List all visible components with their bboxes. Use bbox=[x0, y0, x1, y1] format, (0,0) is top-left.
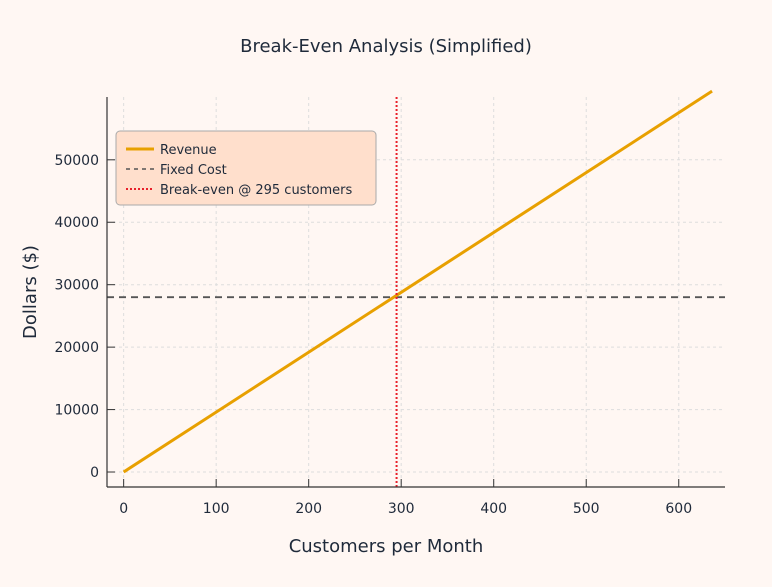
y-axis-label: Dollars ($) bbox=[20, 245, 41, 339]
x-tick-label: 500 bbox=[573, 501, 600, 517]
revenue-line bbox=[122, 89, 713, 474]
x-tick-label: 300 bbox=[388, 501, 415, 517]
x-tick-label: 600 bbox=[665, 501, 692, 517]
legend-box bbox=[115, 130, 377, 206]
y-tick-label: 40000 bbox=[54, 215, 99, 231]
x-tick-label: 100 bbox=[203, 501, 230, 517]
legend-fixed-cost-label: Fixed Cost bbox=[160, 163, 227, 178]
x-tick-label: 0 bbox=[119, 501, 128, 517]
legend-break-even-label: Break-even @ 295 customers bbox=[160, 183, 353, 198]
y-tick-label: 10000 bbox=[54, 403, 99, 419]
legend-revenue-label: Revenue bbox=[160, 143, 217, 158]
y-tick-label: 30000 bbox=[54, 278, 99, 294]
chart-title: Break-Even Analysis (Simplified) bbox=[240, 36, 532, 57]
x-axis-label: Customers per Month bbox=[289, 536, 484, 557]
x-tick-label: 400 bbox=[480, 501, 507, 517]
y-tick-label: 20000 bbox=[54, 340, 99, 356]
y-tick-label: 50000 bbox=[54, 153, 99, 169]
x-tick-label: 200 bbox=[295, 501, 322, 517]
y-tick-label: 0 bbox=[90, 465, 99, 481]
legend: Revenue Fixed Cost Break-even @ 295 cust… bbox=[115, 130, 377, 206]
